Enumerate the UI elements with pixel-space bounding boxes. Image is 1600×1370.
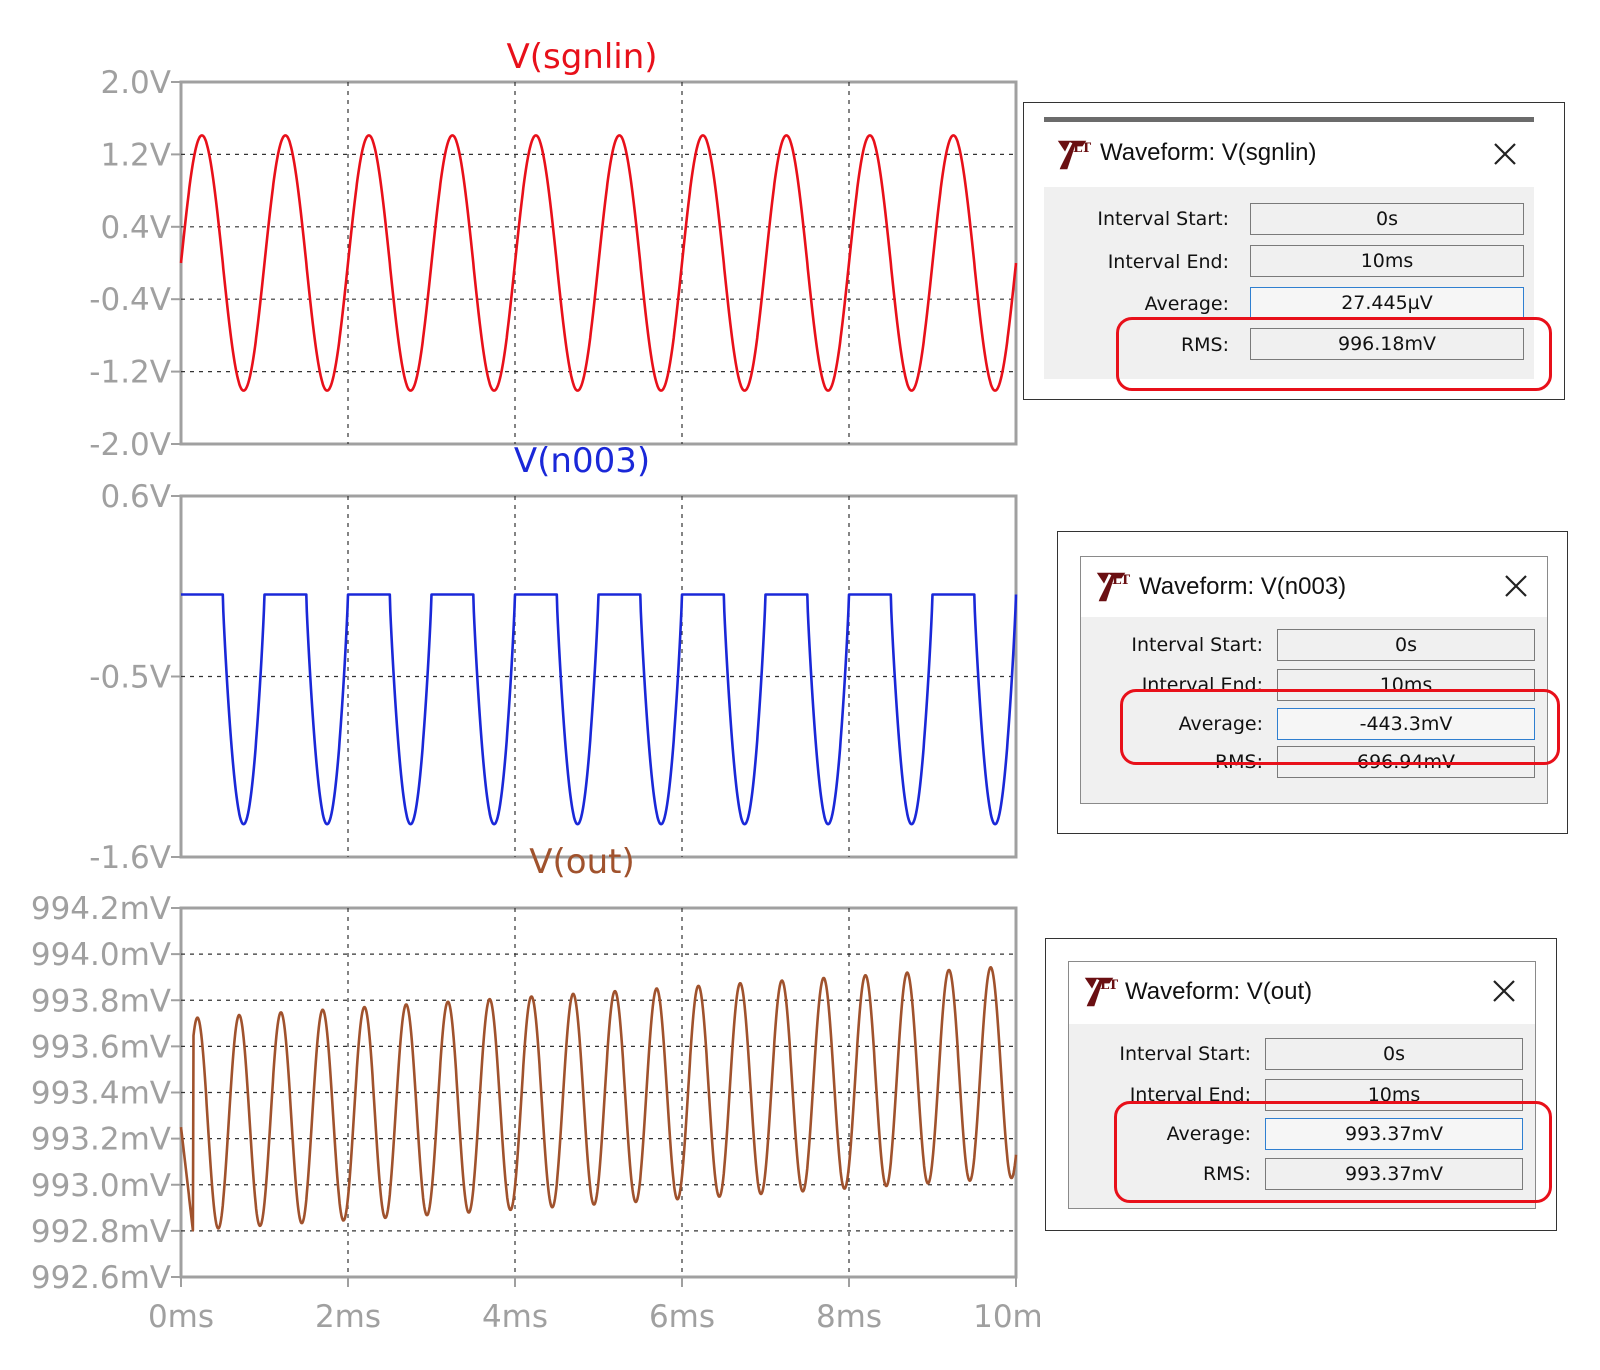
- y-tick-label: 993.8mV: [31, 983, 171, 1019]
- y-tick-label: 993.6mV: [31, 1029, 171, 1065]
- trace-sgnlin[interactable]: [179, 134, 1018, 392]
- dialog-header: LT Waveform: V(sgnlin): [1044, 125, 1534, 187]
- ltspice-logo-icon: LT: [1095, 572, 1130, 602]
- interval-end-field[interactable]: 10ms: [1250, 245, 1524, 277]
- dialog-header: LT Waveform: V(out): [1069, 962, 1535, 1024]
- average-label: Average:: [1178, 713, 1263, 735]
- rms-field[interactable]: 696.94mV: [1277, 746, 1535, 778]
- interval-start-field[interactable]: 0s: [1277, 629, 1535, 661]
- waveform-plots: V(sgnlin) 2.0V 1.2V 0.4V -0.4V -1.2V -2.0V V(…: [31, 37, 1040, 1335]
- x-tick-label: 8ms: [816, 1299, 882, 1335]
- y-tick-label: -2.0V: [89, 427, 171, 463]
- interval-end-label: Interval End:: [1141, 674, 1263, 696]
- interval-end-label: Interval End:: [1107, 251, 1229, 273]
- waveform-dialog-out: LT Waveform: V(out) Interval Start: 0s I…: [1068, 961, 1536, 1209]
- y-tick-label: 993.0mV: [31, 1168, 171, 1204]
- dialog-title: Waveform: V(sgnlin): [1100, 139, 1317, 166]
- ltspice-logo-icon: LT: [1056, 140, 1091, 170]
- y-tick-label: 994.2mV: [31, 891, 171, 927]
- x-tick-label: 4ms: [482, 1299, 548, 1335]
- y-tick-label: 1.2V: [100, 137, 171, 173]
- background-strip: [1044, 117, 1534, 122]
- dialog-header: LT Waveform: V(n003): [1081, 557, 1547, 617]
- svg-text:LT: LT: [1112, 573, 1130, 588]
- interval-start-field[interactable]: 0s: [1250, 203, 1524, 235]
- rms-label: RMS:: [1180, 334, 1229, 356]
- average-field[interactable]: 993.37mV: [1265, 1118, 1523, 1150]
- dialog-window-out: LT Waveform: V(out) Interval Start: 0s I…: [1045, 938, 1557, 1231]
- interval-end-field[interactable]: 10ms: [1277, 669, 1535, 701]
- svg-text:LT: LT: [1073, 141, 1091, 156]
- average-label: Average:: [1166, 1123, 1251, 1145]
- y-tick-label: -1.2V: [89, 355, 171, 391]
- dialog-title: Waveform: V(out): [1125, 978, 1313, 1005]
- interval-start-label: Interval Start:: [1119, 1043, 1251, 1065]
- y-tick-label: -1.6V: [89, 840, 171, 876]
- interval-end-label: Interval End:: [1129, 1084, 1251, 1106]
- rms-field[interactable]: 996.18mV: [1250, 328, 1524, 360]
- y-tick-label: 992.6mV: [31, 1260, 171, 1296]
- waveform-dialog-n003: LT Waveform: V(n003) Interval Start: 0s …: [1080, 556, 1548, 804]
- plot-title-sgnlin: V(sgnlin): [506, 37, 657, 77]
- svg-text:LT: LT: [1100, 978, 1118, 993]
- dialog-window-sgnlin: LT Waveform: V(sgnlin) Interval Start: 0…: [1023, 102, 1565, 400]
- plot-title-out: V(out): [529, 842, 634, 882]
- trace-out[interactable]: [179, 965, 1018, 1232]
- close-icon[interactable]: [1488, 137, 1522, 171]
- x-tick-label: 10ms: [973, 1299, 1040, 1335]
- y-tick-label: 992.8mV: [31, 1214, 171, 1250]
- interval-start-field[interactable]: 0s: [1265, 1038, 1523, 1070]
- close-icon[interactable]: [1499, 569, 1533, 603]
- plot-title-n003: V(n003): [514, 441, 650, 481]
- dialog-title: Waveform: V(n003): [1139, 573, 1347, 600]
- y-tick-label: 994.0mV: [31, 937, 171, 973]
- average-label: Average:: [1144, 293, 1229, 315]
- y-tick-label: 2.0V: [100, 65, 171, 101]
- y-tick-label: -0.4V: [89, 282, 171, 318]
- rms-label: RMS:: [1214, 751, 1263, 773]
- interval-start-label: Interval Start:: [1131, 634, 1263, 656]
- waveform-dialog-sgnlin: LT Waveform: V(sgnlin) Interval Start: 0…: [1044, 125, 1534, 379]
- y-tick-label: 993.4mV: [31, 1076, 171, 1112]
- plot-pane-n003[interactable]: V(n003) 0.6V -0.5V -1.6V: [89, 441, 1018, 876]
- y-tick-label: 0.6V: [100, 479, 171, 515]
- close-icon[interactable]: [1487, 974, 1521, 1008]
- x-tick-label: 6ms: [649, 1299, 715, 1335]
- plot-pane-out[interactable]: V(out) 994.2mV 994.0mV 993.8mV 993.6mV 993.4…: [31, 842, 1018, 1296]
- y-tick-label: 0.4V: [100, 210, 171, 246]
- y-tick-label: 993.2mV: [31, 1122, 171, 1158]
- x-tick-label: 0ms: [148, 1299, 214, 1335]
- dialog-window-n003: LT Waveform: V(n003) Interval Start: 0s …: [1057, 531, 1568, 834]
- rms-label: RMS:: [1202, 1163, 1251, 1185]
- y-tick-label: -0.5V: [89, 660, 171, 696]
- ltspice-logo-icon: LT: [1083, 977, 1118, 1007]
- plot-pane-sgnlin[interactable]: V(sgnlin) 2.0V 1.2V 0.4V -0.4V -1.2V -2.0V: [89, 37, 1018, 463]
- trace-n003[interactable]: [180, 593, 1018, 826]
- x-tick-label: 2ms: [315, 1299, 381, 1335]
- x-axis: 0ms 2ms 4ms 6ms 8ms 10ms: [148, 1277, 1040, 1335]
- average-field[interactable]: 27.445µV: [1250, 287, 1524, 319]
- rms-field[interactable]: 993.37mV: [1265, 1158, 1523, 1190]
- interval-end-field[interactable]: 10ms: [1265, 1079, 1523, 1111]
- interval-start-label: Interval Start:: [1097, 208, 1229, 230]
- average-field[interactable]: -443.3mV: [1277, 708, 1535, 740]
